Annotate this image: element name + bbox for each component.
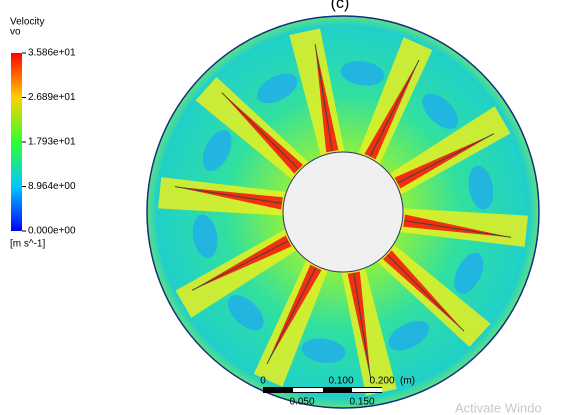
scale-label: 0.150 [349, 397, 374, 408]
colorbar-label: 3.586e+01 [28, 48, 76, 59]
watermark: Activate Windo [455, 400, 542, 415]
scale-label: 0 [260, 376, 266, 387]
colorbar [11, 53, 22, 231]
colorbar-label: 8.964e+00 [28, 181, 76, 192]
scale-unit: (m) [400, 376, 415, 387]
colorbar-label: 0.000e+00 [28, 226, 76, 237]
panel-label: (c) [331, 0, 350, 12]
colorbar-label: 1.793e+01 [28, 137, 76, 148]
legend-unit: [m s^-1] [10, 239, 45, 250]
scale-bar-segment [352, 388, 382, 392]
scale-label: 0.100 [328, 376, 353, 387]
colorbar-label: 2.689e+01 [28, 92, 76, 103]
scale-label: 0.050 [289, 397, 314, 408]
scale-bar-segment [293, 388, 323, 392]
legend-subtitle: vo [10, 27, 21, 38]
hub [283, 152, 403, 272]
scale-label: 0.200 [369, 376, 394, 387]
screen: (c) Velocity vo [m s^-1] 0 0.100 0.200 (… [0, 0, 566, 415]
contour-plot [147, 16, 539, 408]
